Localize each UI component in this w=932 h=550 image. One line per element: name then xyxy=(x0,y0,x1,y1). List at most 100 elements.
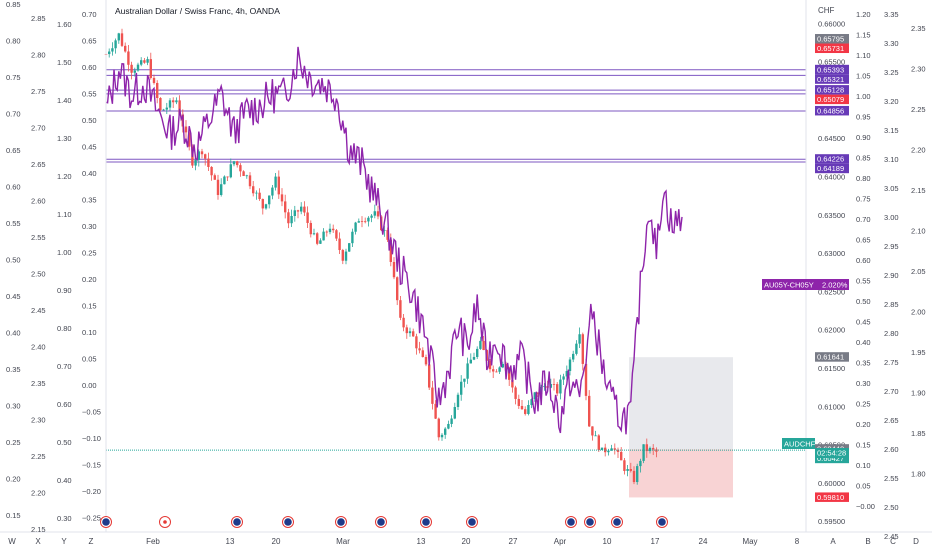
candle-body xyxy=(258,192,261,200)
svg-text:0.60427: 0.60427 xyxy=(817,454,844,463)
candle-body xyxy=(303,206,306,213)
right-axis-tick: 1.15 xyxy=(856,31,871,40)
candle-body xyxy=(207,158,210,167)
candle-body xyxy=(652,447,655,450)
candle-body xyxy=(597,435,600,450)
event-icons[interactable] xyxy=(100,516,668,528)
left-axis-3: 1.60 1.50 1.40 1.30 1.20 1.10 1.00 0.90 0.80 0.70… xyxy=(57,20,72,523)
left-axis-tick: 0.55 xyxy=(82,90,97,99)
right-axis-tick: 0.75 xyxy=(856,195,871,204)
left-axis-tick: −0.10 xyxy=(82,434,101,443)
countdown-badge: 02:54:28 xyxy=(815,448,849,458)
candle-body xyxy=(376,211,380,217)
time-axis-tick: Mar xyxy=(336,537,350,546)
price-badge: 0.61641 xyxy=(815,352,849,362)
candle-body xyxy=(565,371,568,377)
spread-series-line xyxy=(105,46,683,435)
left-axis-tick: 0.65 xyxy=(82,37,97,46)
left-axis-tick: 2.35 xyxy=(31,379,46,388)
time-axis-tick: 27 xyxy=(509,537,518,546)
candle-body xyxy=(130,64,133,73)
candle-body xyxy=(517,398,520,406)
candle-body xyxy=(172,100,175,103)
time-axis-tick: 13 xyxy=(417,537,426,546)
left-axis-tick: 2.15 xyxy=(31,525,46,534)
event-flag-icon xyxy=(335,516,347,528)
right-axis-tick: 2.45 xyxy=(884,532,899,541)
right-axis-tick: 3.25 xyxy=(884,68,899,77)
left-axis-tick: 2.25 xyxy=(31,452,46,461)
price-axis-tick: 0.64500 xyxy=(818,134,845,143)
candle-body xyxy=(498,367,501,372)
left-axis-tick: 0.55 xyxy=(6,219,21,228)
svg-text:0.64189: 0.64189 xyxy=(817,164,844,173)
candle-body xyxy=(162,109,165,111)
left-axis-tick: 0.65 xyxy=(6,146,21,155)
right-axis-tick: 1.85 xyxy=(911,429,926,438)
candle-body xyxy=(188,132,191,147)
event-flag-icon xyxy=(282,516,294,528)
left-axis-tick: 0.40 xyxy=(57,476,72,485)
price-badge: 0.65795 xyxy=(815,34,849,44)
right-axis-tick: 1.20 xyxy=(856,10,871,19)
candle-body xyxy=(351,231,354,244)
candle-body xyxy=(136,64,140,71)
candle-body xyxy=(405,327,408,334)
candle-body xyxy=(165,107,168,110)
right-axis-tick: 2.75 xyxy=(884,358,899,367)
candle-body xyxy=(194,159,197,166)
price-axis-tick: 0.62000 xyxy=(818,326,845,335)
candle-body xyxy=(338,238,341,251)
candle-body xyxy=(146,59,149,63)
right-axis-tick: 3.00 xyxy=(884,213,899,222)
candle-body xyxy=(354,222,357,232)
left-axis-tick: 0.75 xyxy=(6,73,21,82)
candle-body xyxy=(156,82,159,99)
candle-body xyxy=(389,239,392,262)
candle-body xyxy=(501,363,504,368)
candle-body xyxy=(367,217,370,222)
candle-body xyxy=(488,360,492,370)
candle-body xyxy=(434,403,437,419)
candle-body xyxy=(239,165,242,172)
left-axis-tick: 2.50 xyxy=(31,270,46,279)
candle-body xyxy=(325,231,328,233)
price-axis-tick: 0.60000 xyxy=(818,479,845,488)
price-badge: 0.64189 xyxy=(815,163,849,174)
right-axis-tick: 1.00 xyxy=(856,92,871,101)
candle-body xyxy=(242,171,245,177)
left-axis-tick: −0.15 xyxy=(82,461,101,470)
event-flag-icon xyxy=(611,516,623,528)
time-axis-tick: 13 xyxy=(226,537,235,546)
price-badge: 0.65321 xyxy=(815,74,849,84)
price-axis-tick: 0.62500 xyxy=(818,287,845,296)
candle-body xyxy=(645,444,648,452)
left-axis-tick: 2.75 xyxy=(31,87,46,96)
candle-body xyxy=(415,336,418,349)
left-axis-tick: 0.20 xyxy=(82,275,97,284)
candle-body xyxy=(287,212,290,224)
left-axis-tick: 0.35 xyxy=(6,365,21,374)
svg-text:0.59810: 0.59810 xyxy=(817,493,844,502)
left-axis-tick: 1.10 xyxy=(57,210,72,219)
svg-text:0.64226: 0.64226 xyxy=(817,155,844,164)
axis-scale-button: Y xyxy=(61,537,67,546)
candle-body xyxy=(402,317,405,328)
price-axis-tick: 0.65500 xyxy=(818,58,845,67)
candle-body xyxy=(332,228,335,231)
event-flag-icon xyxy=(656,516,668,528)
right-axis-tick: 0.40 xyxy=(856,338,871,347)
left-axis-tick: 2.40 xyxy=(31,343,46,352)
candle-body xyxy=(229,164,232,178)
currency-label: CHF xyxy=(818,6,835,15)
candle-body xyxy=(584,363,588,396)
left-axis-tick: −0.05 xyxy=(82,408,101,417)
candle-body xyxy=(306,212,309,223)
left-axis-tick: −0.25 xyxy=(82,514,101,523)
right-axis-2: 3.35 3.30 3.25 3.20 3.15 3.10 3.05 3.00 2.95 2.90… xyxy=(884,10,899,541)
candle-body xyxy=(482,340,485,351)
left-axis-tick: 0.20 xyxy=(6,475,21,484)
time-axis-tick: Apr xyxy=(554,537,567,546)
time-axis-tick: 17 xyxy=(651,537,660,546)
